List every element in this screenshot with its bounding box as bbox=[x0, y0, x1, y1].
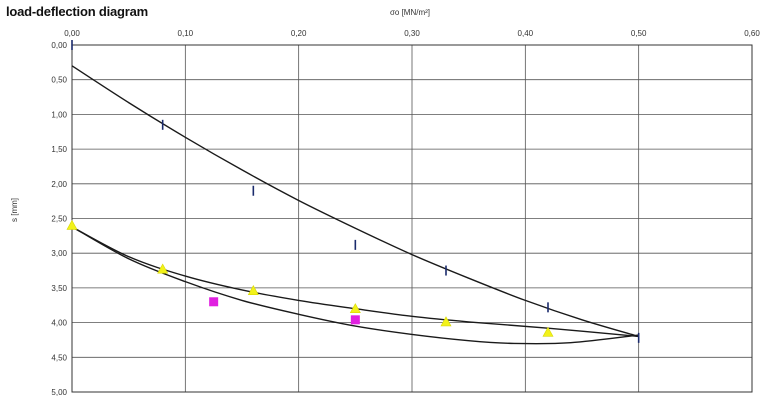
y-tick-label: 3,50 bbox=[51, 284, 67, 293]
y-tick-label: 0,00 bbox=[51, 41, 67, 50]
x-tick-label: 0,10 bbox=[178, 29, 194, 38]
x-tick-label: 0,60 bbox=[744, 29, 760, 38]
curve-line bbox=[71, 65, 639, 338]
x-tick-label: 0,00 bbox=[64, 29, 80, 38]
y-tick-label: 5,00 bbox=[51, 388, 67, 397]
marker-layer bbox=[66, 40, 640, 343]
data-point-triangle bbox=[157, 263, 169, 274]
x-axis-label: σo [MN/m²] bbox=[389, 8, 431, 17]
y-tick-label: 4,00 bbox=[51, 319, 67, 328]
data-point-triangle bbox=[542, 326, 554, 337]
grid-layer bbox=[71, 44, 753, 393]
plot-frame bbox=[71, 44, 753, 393]
y-tick-label: 3,00 bbox=[51, 249, 67, 258]
tick-layer: 0,00 0,10 0,20 0,30 0,40 0,50 0,60 0,00 0,50 1,00… bbox=[51, 29, 760, 397]
data-point-triangle bbox=[349, 303, 361, 314]
data-point-square bbox=[209, 297, 219, 307]
curve-line bbox=[71, 226, 639, 338]
x-tick-label: 0,40 bbox=[518, 29, 534, 38]
y-tick-label: 1,50 bbox=[51, 145, 67, 154]
x-tick-label: 0,50 bbox=[631, 29, 647, 38]
curve-line bbox=[71, 226, 639, 345]
chart-title: load-deflection diagram bbox=[6, 4, 149, 19]
y-tick-label: 2,00 bbox=[51, 180, 67, 189]
y-tick-label: 4,50 bbox=[51, 353, 67, 362]
data-point-square bbox=[350, 315, 360, 325]
data-point-triangle bbox=[440, 316, 452, 327]
x-tick-label: 0,30 bbox=[404, 29, 420, 38]
data-point-triangle bbox=[66, 219, 78, 230]
x-tick-label: 0,20 bbox=[291, 29, 307, 38]
data-point-triangle bbox=[247, 285, 259, 295]
y-tick-label: 2,50 bbox=[51, 215, 67, 224]
curve-layer bbox=[71, 65, 639, 345]
y-tick-label: 1,00 bbox=[51, 110, 67, 119]
y-tick-label: 0,50 bbox=[51, 76, 67, 85]
